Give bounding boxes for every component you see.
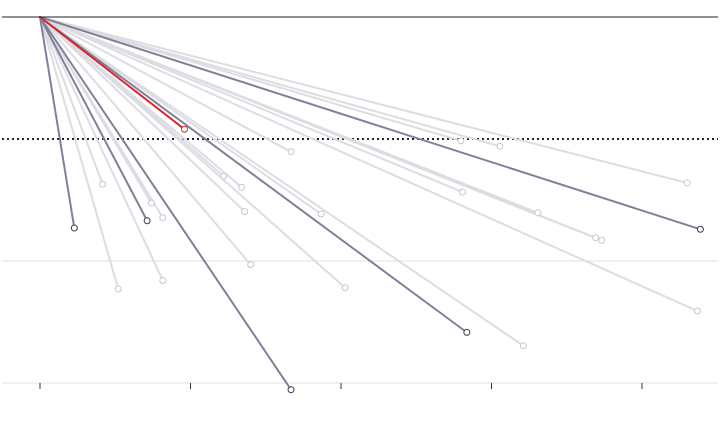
series-endpoint-light (683, 179, 691, 187)
series-endpoint-light (114, 285, 122, 293)
series-endpoint-dark (287, 386, 295, 394)
series-endpoint-light (317, 210, 325, 218)
series-markers (70, 125, 704, 394)
series-endpoint-light (341, 284, 349, 292)
series-endpoint-light (241, 208, 249, 216)
series-line-light (39, 16, 464, 194)
series-endpoint-light (457, 137, 465, 145)
series-line-dark (39, 16, 76, 230)
series-endpoint-light (598, 236, 606, 244)
series-endpoint-dark (143, 217, 151, 225)
series-line-dark (39, 16, 468, 334)
gridlines (2, 138, 718, 384)
series-line-light (39, 16, 501, 148)
series-line-light (39, 16, 164, 282)
series-line-dark (39, 16, 702, 231)
series-line-highlight (39, 16, 186, 131)
series-endpoint-light (159, 277, 167, 285)
series-endpoint-light (99, 180, 107, 188)
series-endpoint-light (459, 188, 467, 196)
series-line-dark (39, 16, 293, 391)
series-endpoint-light (220, 172, 228, 180)
series-line-light (39, 16, 164, 219)
series-line-light (39, 16, 104, 186)
series-endpoint-light (287, 148, 295, 156)
series-endpoint-light (159, 214, 167, 222)
series-line-light (39, 16, 699, 313)
series-endpoint-dark (463, 328, 471, 336)
series-endpoint-light (693, 307, 701, 315)
series-line-light (39, 16, 120, 291)
series-endpoint-light (592, 234, 600, 242)
series-lines (39, 16, 702, 391)
series-line-light (39, 16, 252, 266)
series-endpoint-dark (70, 224, 78, 232)
series-line-light (39, 16, 603, 242)
axes (2, 16, 718, 389)
series-line-light (39, 16, 246, 213)
series-line-light (39, 16, 293, 153)
series-line-light (39, 16, 689, 184)
series-endpoint-highlight (180, 125, 188, 133)
series-line-dark (39, 16, 149, 222)
series-line-light (39, 16, 347, 289)
series-endpoint-light (496, 142, 504, 150)
series-line-light (39, 16, 243, 189)
series-endpoint-light (534, 209, 542, 217)
series-endpoint-light (519, 342, 527, 350)
series-endpoint-dark (696, 225, 704, 233)
series-endpoint-light (247, 261, 255, 269)
series-line-light (39, 16, 525, 347)
series-endpoint-light (238, 183, 246, 191)
series-endpoint-light (147, 199, 155, 207)
